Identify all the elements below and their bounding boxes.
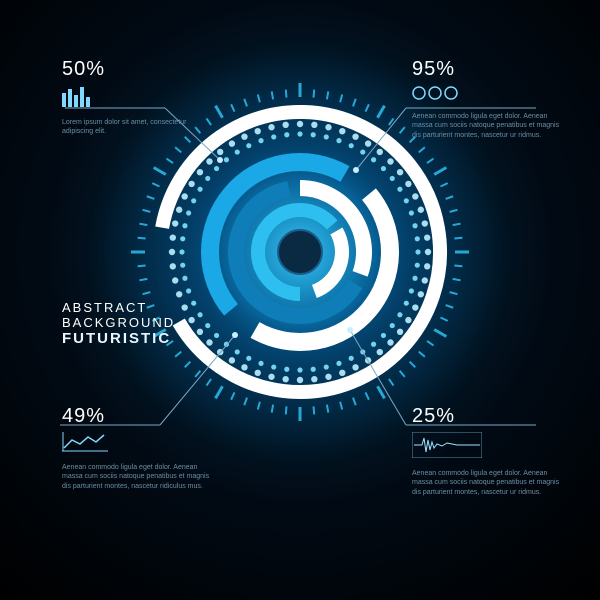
percent-label: 95% <box>412 58 562 81</box>
percent-label: 50% <box>62 58 212 81</box>
callout-desc: Aenean commodo ligula eget dolor. Aenean… <box>412 469 562 497</box>
callout-desc: Aenean commodo ligula eget dolor. Aenean… <box>412 112 562 140</box>
callout-desc: Aenean commodo ligula eget dolor. Aenean… <box>62 463 212 491</box>
circles-icon <box>412 85 562 106</box>
callout-bottom-right: 25% Aenean commodo ligula eget dolor. Ae… <box>412 405 562 497</box>
line-chart-icon <box>62 432 212 457</box>
title-block: ABSTRACT BACKGROUND FUTURISTIC <box>62 300 175 347</box>
percent-label: 25% <box>412 405 562 428</box>
callout-top-left: 50% Lorem ipsum dolor sit amet, consecte… <box>62 58 212 137</box>
callout-bottom-left: 49% Aenean commodo ligula eget dolor. Ae… <box>62 405 212 491</box>
callout-desc: Lorem ipsum dolor sit amet, consectetur … <box>62 118 212 137</box>
title-line-1: ABSTRACT <box>62 300 175 315</box>
waveform-icon <box>412 432 562 463</box>
callout-top-right: 95% Aenean commodo ligula eget dolor. Ae… <box>412 58 562 140</box>
percent-label: 49% <box>62 405 212 428</box>
title-line-2: BACKGROUND <box>62 315 175 330</box>
infographic-stage: ABSTRACT BACKGROUND FUTURISTIC 50% Lorem… <box>0 0 600 600</box>
bar-chart-icon <box>62 85 212 112</box>
title-line-3: FUTURISTIC <box>62 330 175 347</box>
